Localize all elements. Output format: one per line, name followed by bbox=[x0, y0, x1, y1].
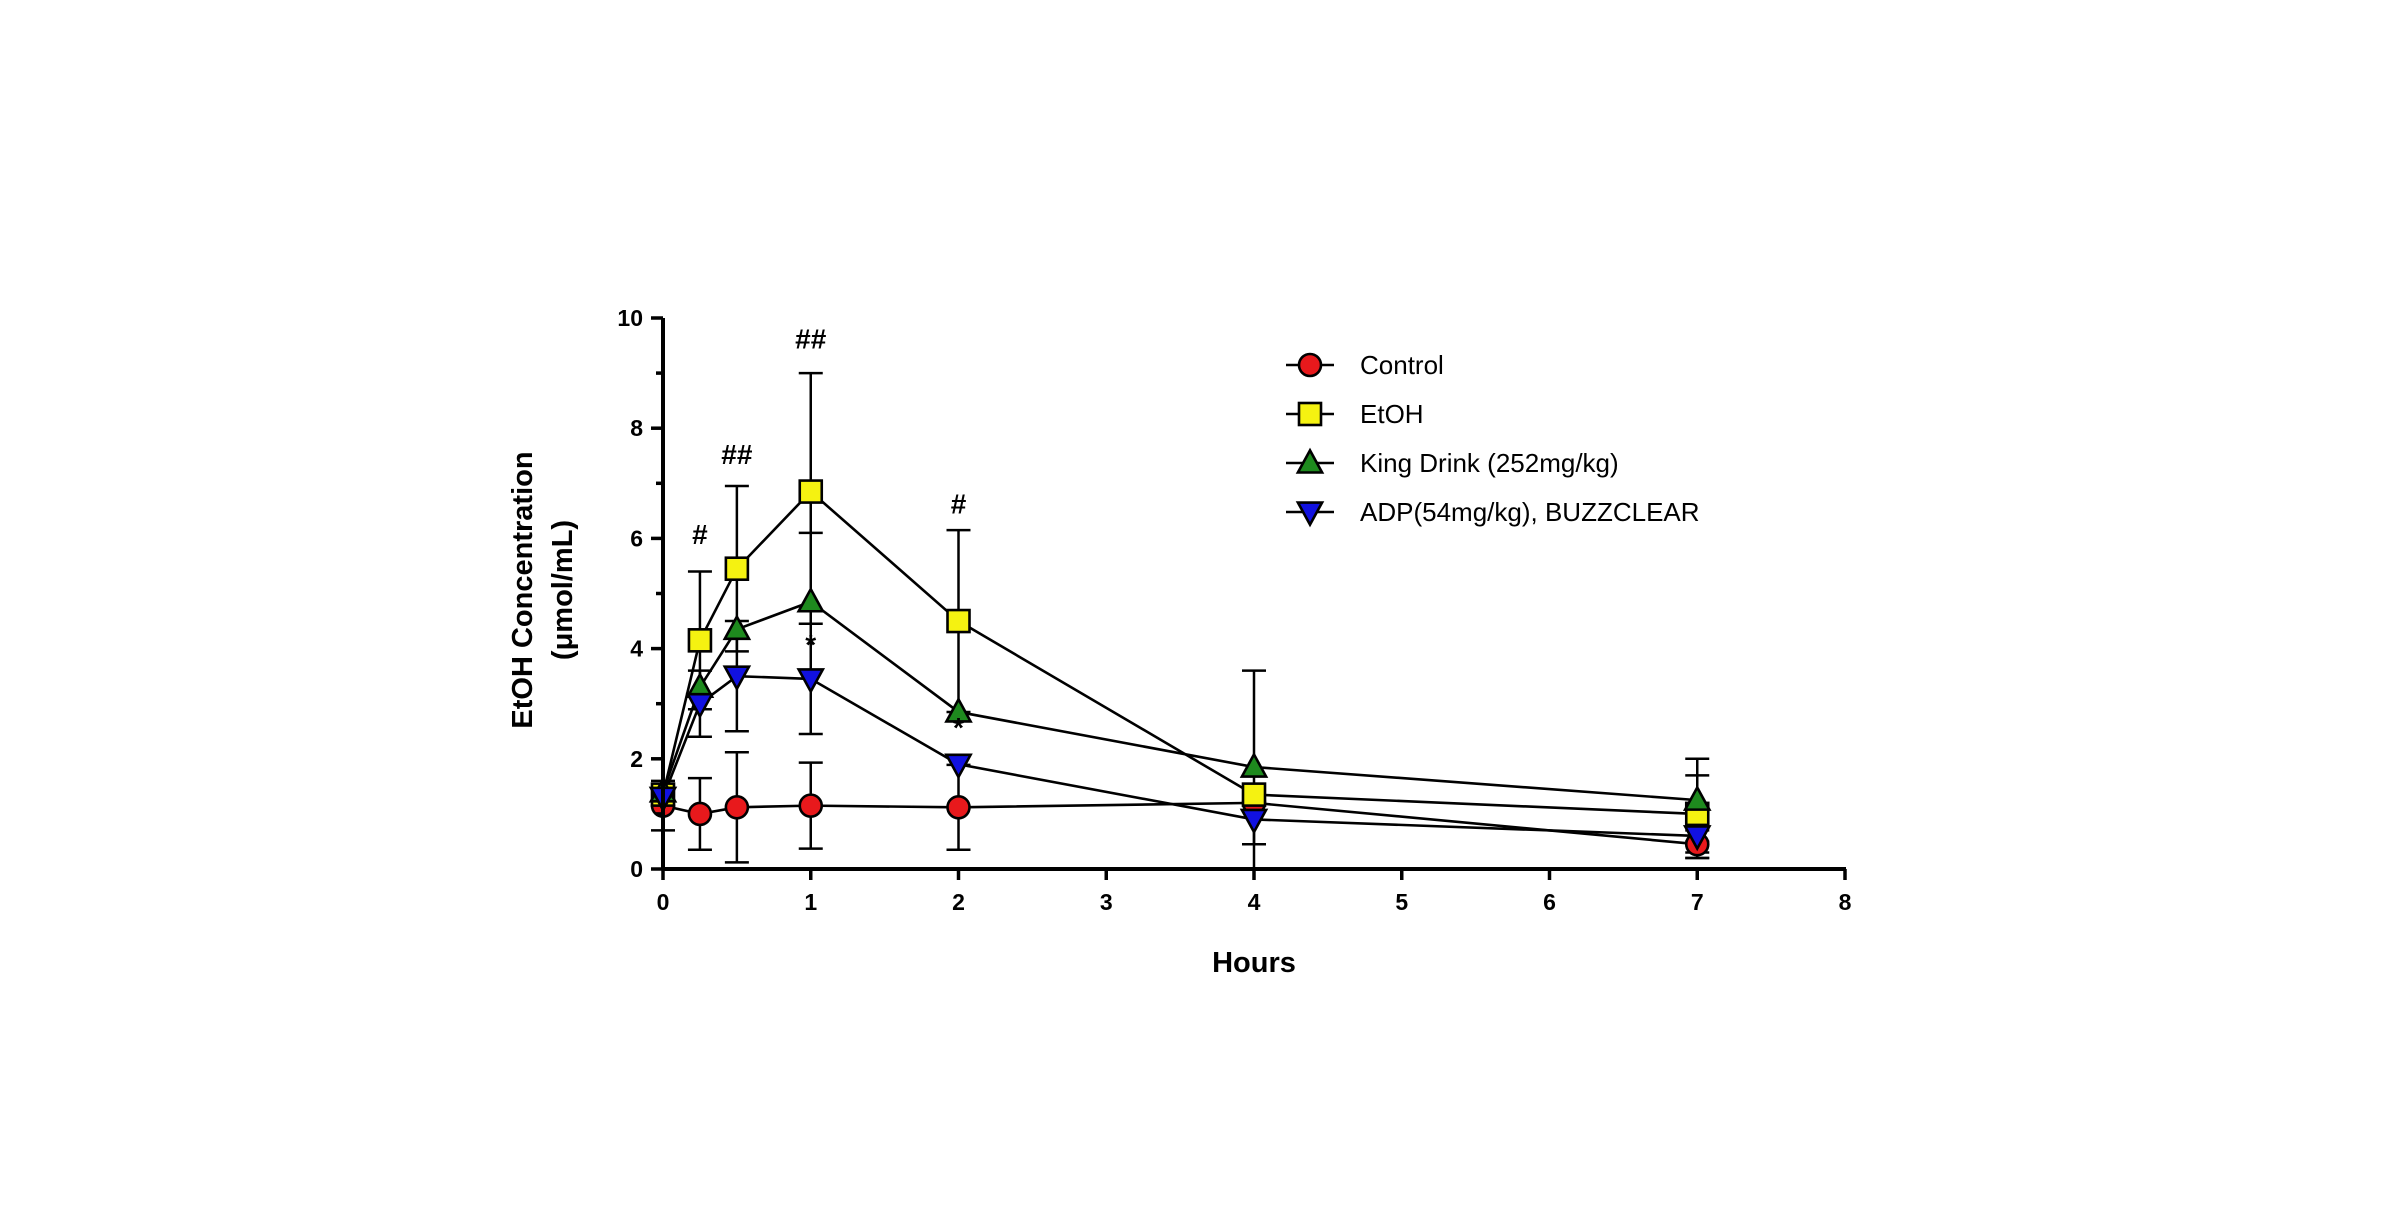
data-point bbox=[1241, 782, 1267, 807]
x-tick-label: 6 bbox=[1543, 889, 1556, 915]
x-tick-label: 2 bbox=[952, 889, 965, 915]
error-bars-3 bbox=[687, 619, 1710, 860]
axes-layer: 0 1 2 3 4 5 6 7 8 0 2 4 6 8 10 Hours EtOH Concentration(… bbox=[507, 305, 1852, 979]
y-tick-label: 4 bbox=[630, 636, 643, 662]
legend-label: Control bbox=[1360, 350, 1444, 380]
data-point bbox=[796, 586, 826, 613]
x-tick-label: 5 bbox=[1395, 889, 1408, 915]
significance-annotation: # bbox=[692, 519, 708, 550]
data-point bbox=[1239, 751, 1269, 778]
y-tick-label: 10 bbox=[617, 305, 643, 331]
legend-label: ADP(54mg/kg), BUZZCLEAR bbox=[1360, 497, 1700, 527]
data-point bbox=[724, 556, 750, 582]
x-tick-label: 3 bbox=[1100, 889, 1113, 915]
y-tick-label: 8 bbox=[630, 415, 643, 441]
x-tick-label: 8 bbox=[1839, 889, 1852, 915]
data-point bbox=[946, 608, 971, 634]
y-tick-label: 6 bbox=[630, 525, 643, 551]
legend-label: King Drink (252mg/kg) bbox=[1360, 448, 1619, 478]
data-point bbox=[944, 696, 973, 723]
legend-marker bbox=[1297, 401, 1323, 427]
legend-item-0: Control bbox=[1286, 350, 1444, 380]
data-point bbox=[946, 794, 971, 820]
series-line-2 bbox=[661, 600, 1698, 802]
data-point bbox=[1682, 784, 1712, 811]
x-tick-label: 1 bbox=[804, 889, 817, 915]
legend-item-2: King Drink (252mg/kg) bbox=[1286, 447, 1619, 478]
y-axis-title-line: EtOH Concentration bbox=[507, 451, 539, 728]
significance-annotation: * bbox=[953, 712, 964, 743]
legend-item-3: ADP(54mg/kg), BUZZCLEAR bbox=[1286, 497, 1700, 528]
series-line-1 bbox=[661, 489, 1698, 816]
legend-label: EtOH bbox=[1360, 399, 1424, 429]
data-point bbox=[687, 801, 713, 827]
significance-annotation: ## bbox=[721, 439, 753, 470]
x-tick-label: 0 bbox=[657, 889, 670, 915]
data-point bbox=[1682, 825, 1712, 852]
data-point bbox=[944, 753, 973, 780]
significance-annotation: ## bbox=[795, 323, 827, 354]
data-point bbox=[798, 479, 824, 504]
y-tick-label: 2 bbox=[630, 746, 643, 772]
legend-item-1: EtOH bbox=[1286, 399, 1424, 429]
legend-marker bbox=[1297, 352, 1323, 378]
y-axis-title: EtOH Concentration (μmol/mL) bbox=[507, 451, 579, 728]
data-point bbox=[796, 668, 826, 695]
significance-annotation: # bbox=[951, 489, 967, 520]
data-point bbox=[722, 613, 752, 641]
annotation-layer: ######** bbox=[692, 323, 967, 742]
data-point bbox=[1239, 808, 1269, 835]
data-point bbox=[685, 692, 715, 720]
x-tick-label: 7 bbox=[1691, 889, 1704, 915]
y-tick-label: 0 bbox=[630, 856, 643, 882]
legend: Control EtOH King Drink (252mg/kg) ADP(54mg… bbox=[1286, 350, 1700, 528]
legend-marker bbox=[1295, 447, 1325, 474]
significance-annotation: * bbox=[805, 629, 816, 660]
data-point bbox=[724, 794, 750, 820]
x-tick-label: 4 bbox=[1248, 889, 1261, 915]
x-axis-title: Hours bbox=[1212, 947, 1296, 979]
y-axis-title-line: (μmol/mL) bbox=[547, 520, 579, 660]
data-point bbox=[798, 793, 824, 818]
data-point bbox=[687, 628, 713, 653]
legend-marker bbox=[1295, 501, 1325, 528]
data-point bbox=[722, 665, 752, 692]
